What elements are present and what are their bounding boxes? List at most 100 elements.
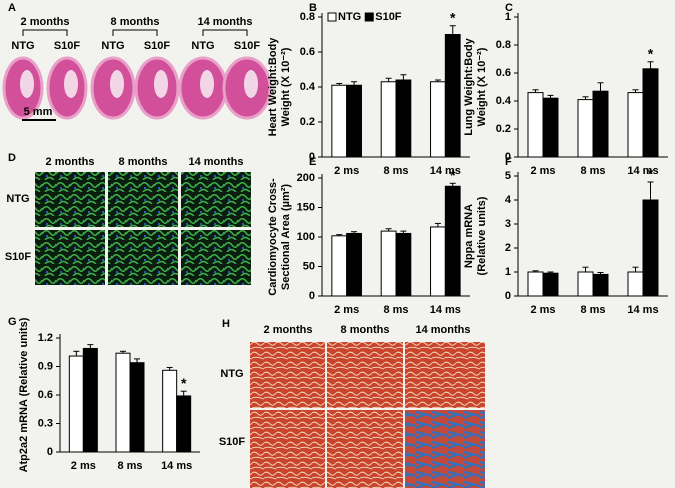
histology xyxy=(405,342,485,408)
y-axis-label: Weight (X 10⁻²) xyxy=(280,47,292,126)
group-label: NTG xyxy=(101,40,124,52)
y-tick-label: 0.6 xyxy=(496,67,511,79)
group-label: NTG xyxy=(11,40,34,52)
column-label: 2 months xyxy=(264,324,313,336)
x-tick-label: 14 ms xyxy=(161,460,192,472)
x-tick-label: 14 ms xyxy=(627,304,658,316)
bar xyxy=(68,355,84,453)
bracket xyxy=(22,29,68,36)
bar xyxy=(592,90,609,158)
panel-letter: E xyxy=(309,156,316,168)
legend-swatch xyxy=(327,12,337,22)
y-tick-label: 0.6 xyxy=(38,389,53,401)
row-label: S10F xyxy=(5,251,32,263)
annotation: * xyxy=(181,375,187,391)
x-tick-label: 2 ms xyxy=(530,304,555,316)
y-axis-label: Lung Weight:Body xyxy=(463,37,475,135)
bar xyxy=(346,232,362,297)
column-label: 14 months xyxy=(197,16,252,28)
panel-letter: D xyxy=(8,152,16,164)
bar xyxy=(542,97,559,158)
histology xyxy=(327,410,403,488)
y-tick-label: 0.3 xyxy=(38,417,53,429)
y-axis-label: Sectional Area (µm²) xyxy=(280,184,292,291)
x-tick-label: 8 ms xyxy=(383,304,408,316)
x-tick-label: 8 ms xyxy=(117,460,142,472)
bar xyxy=(115,352,131,453)
micrograph xyxy=(181,172,251,227)
y-tick-label: 0.4 xyxy=(300,81,316,93)
x-tick-label: 14 ms xyxy=(430,165,461,177)
row-label: NTG xyxy=(220,368,243,380)
bar xyxy=(627,271,644,297)
x-tick-label: 14 ms xyxy=(627,165,658,177)
y-axis-label: Atp2a2 mRNA (Relative units) xyxy=(18,317,30,472)
scale-label: 5 mm xyxy=(24,106,53,118)
heart-lumen xyxy=(110,70,124,98)
x-tick-label: 2 ms xyxy=(530,165,555,177)
bar xyxy=(380,230,397,297)
y-tick-label: 0.2 xyxy=(496,123,511,135)
row-label: S10F xyxy=(219,436,246,448)
y-tick-label: 0.8 xyxy=(496,39,511,51)
column-label: 8 months xyxy=(341,324,390,336)
column-label: 8 months xyxy=(111,16,160,28)
y-tick-label: 0.9 xyxy=(38,360,53,372)
bar xyxy=(592,273,609,297)
column-label: 8 months xyxy=(119,156,168,168)
y-tick-label: 5 xyxy=(505,170,511,182)
y-tick-label: 0 xyxy=(309,290,315,302)
y-tick-label: 50 xyxy=(303,260,315,272)
y-axis-label: Heart Weight:Body xyxy=(267,37,279,137)
column-label: 2 months xyxy=(21,16,70,28)
y-tick-label: 4 xyxy=(505,194,512,206)
y-tick-label: 0 xyxy=(505,151,511,163)
histology xyxy=(327,342,403,408)
micrograph xyxy=(35,230,105,285)
bar xyxy=(642,68,659,158)
bar xyxy=(444,185,461,297)
bar xyxy=(430,81,446,158)
y-tick-label: 150 xyxy=(297,201,315,213)
x-tick-label: 2 ms xyxy=(334,304,359,316)
bracket xyxy=(112,29,158,36)
x-tick-label: 14 ms xyxy=(430,304,461,316)
bar xyxy=(444,34,461,158)
y-axis-label: Nppa mRNA xyxy=(463,204,475,268)
panel-letter: C xyxy=(505,2,513,14)
x-tick-label: 8 ms xyxy=(383,165,408,177)
legend-swatch xyxy=(364,12,374,22)
y-tick-label: 0.2 xyxy=(300,116,315,128)
y-tick-label: 200 xyxy=(297,172,315,184)
heart-lumen xyxy=(64,70,78,98)
histology xyxy=(250,410,325,488)
bar xyxy=(395,79,412,158)
annotation: * xyxy=(648,46,654,62)
micrograph xyxy=(181,230,251,285)
y-tick-label: 0 xyxy=(47,446,53,458)
bar xyxy=(129,362,145,453)
y-tick-label: 2 xyxy=(505,242,511,254)
heart-lumen xyxy=(20,70,34,98)
x-tick-label: 2 ms xyxy=(334,165,359,177)
y-axis-label: (Relative units) xyxy=(476,196,488,275)
bracket xyxy=(202,29,248,36)
y-tick-label: 3 xyxy=(505,218,511,230)
y-tick-label: 0 xyxy=(309,151,315,163)
y-axis-label: Cardiomyocyte Cross- xyxy=(267,178,279,296)
y-tick-label: 0.8 xyxy=(300,11,315,23)
bar xyxy=(642,199,659,297)
bar xyxy=(380,81,397,158)
annotation: * xyxy=(450,167,456,183)
heart-lumen xyxy=(200,70,214,98)
micrograph xyxy=(35,172,105,227)
bar xyxy=(430,226,446,297)
legend-label: NTG xyxy=(338,11,361,23)
group-label: S10F xyxy=(234,40,261,52)
column-label: 14 months xyxy=(415,324,470,336)
x-tick-label: 2 ms xyxy=(71,460,96,472)
micrograph xyxy=(108,230,178,285)
bar xyxy=(527,92,544,158)
y-tick-label: 0.6 xyxy=(300,46,315,58)
